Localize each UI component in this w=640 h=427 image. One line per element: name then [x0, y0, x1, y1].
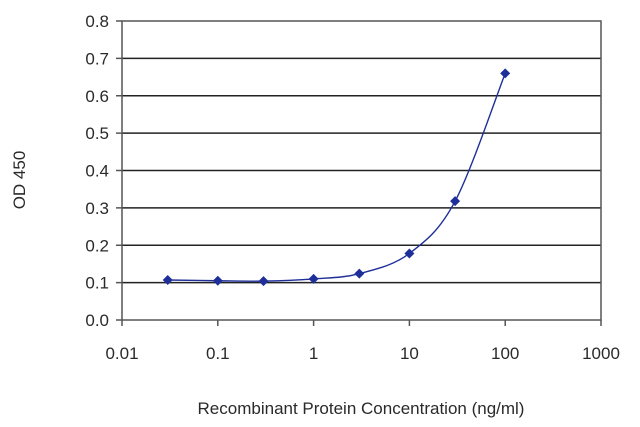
y-axis-ticks: 0.0 0.1 0.2 0.3 0.4 0.5 0.6 0.7 0.8	[85, 12, 122, 330]
y-tick-label: 0.1	[85, 274, 109, 293]
data-point	[450, 196, 461, 207]
y-tick-label: 0.7	[85, 49, 109, 68]
data-point	[258, 276, 269, 287]
x-tick-label: 1000	[582, 344, 620, 363]
gridlines	[122, 57, 601, 284]
x-tick-label: 0.1	[206, 344, 230, 363]
x-tick-label: 0.01	[105, 344, 138, 363]
x-axis-ticks: 0.01 0.1 1 10 100 1000	[105, 320, 620, 363]
y-tick-label: 0.2	[85, 236, 109, 255]
data-point	[212, 275, 223, 286]
y-tick-label: 0.8	[85, 12, 109, 31]
data-point	[354, 268, 365, 279]
data-point	[162, 275, 173, 286]
y-tick-label: 0.0	[85, 311, 109, 330]
y-axis-label: OD 450	[10, 151, 29, 210]
x-tick-label: 10	[400, 344, 419, 363]
data-points	[162, 68, 511, 287]
x-tick-label: 1	[309, 344, 318, 363]
x-axis-label: Recombinant Protein Concentration (ng/ml…	[198, 399, 525, 418]
data-point	[308, 273, 319, 284]
y-tick-label: 0.5	[85, 124, 109, 143]
data-point	[404, 248, 415, 259]
data-point	[500, 68, 511, 79]
x-tick-label: 100	[491, 344, 519, 363]
y-tick-label: 0.3	[85, 199, 109, 218]
fitted-curve	[167, 73, 506, 282]
y-tick-label: 0.6	[85, 87, 109, 106]
y-tick-label: 0.4	[85, 162, 109, 181]
